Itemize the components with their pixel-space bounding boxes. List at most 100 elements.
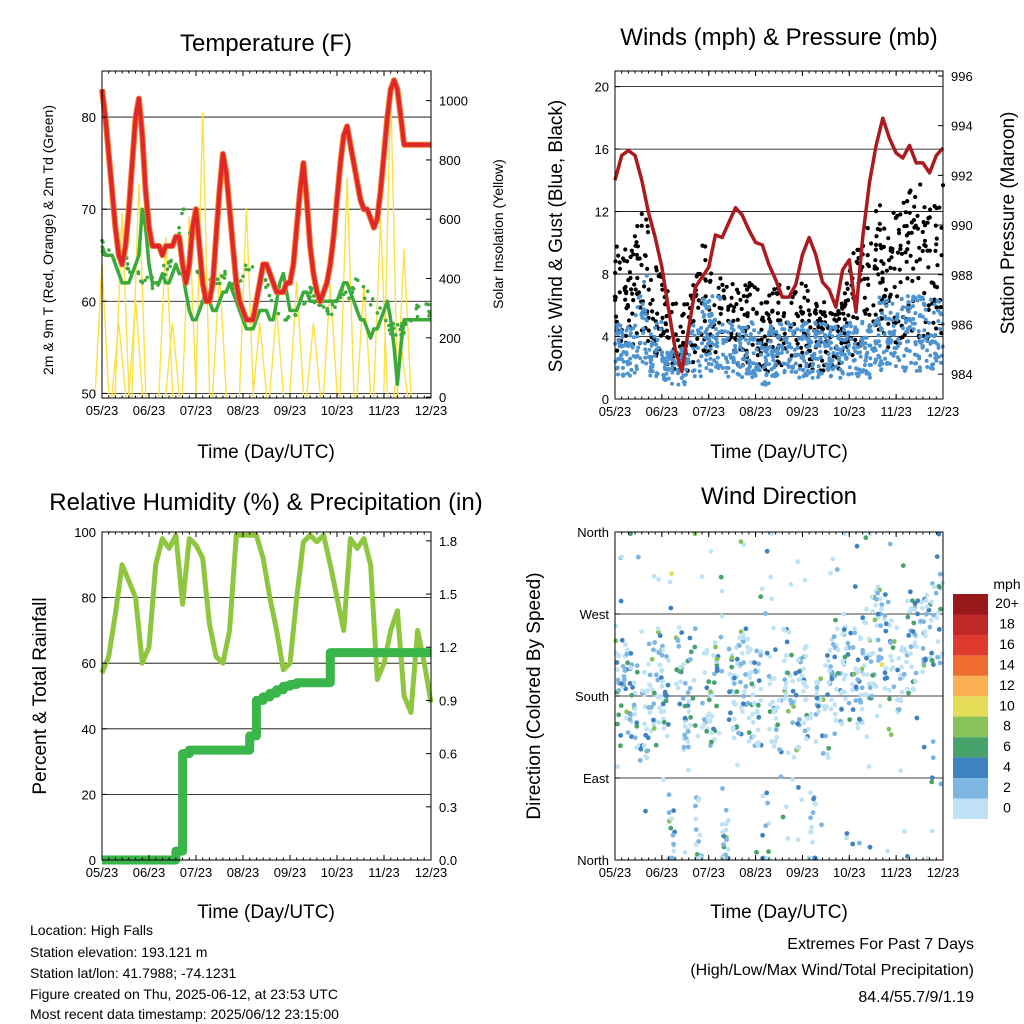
wind-point — [812, 329, 817, 333]
wind-point — [699, 325, 704, 330]
wind-point — [730, 323, 735, 328]
direction-point — [634, 663, 640, 668]
gust-point — [862, 276, 867, 281]
dewpoint-point — [264, 285, 268, 290]
wind-point — [695, 345, 700, 350]
direction-point — [724, 855, 729, 861]
direction-point — [767, 726, 772, 732]
direction-point — [629, 734, 634, 739]
direction-point — [877, 654, 882, 660]
wind-point — [840, 371, 845, 376]
direction-point — [879, 602, 885, 607]
gust-point — [713, 350, 718, 355]
gust-point — [617, 260, 622, 265]
direction-point — [802, 577, 808, 583]
dewpoint-point — [168, 264, 172, 269]
wind-point — [793, 353, 798, 358]
gust-point — [823, 349, 828, 354]
wind-point — [768, 344, 773, 349]
wind-point — [872, 323, 877, 328]
wind-point — [776, 344, 781, 349]
gust-point — [620, 256, 626, 261]
direction-point — [670, 855, 675, 861]
wind-point — [799, 355, 804, 360]
gust-point — [632, 282, 637, 287]
direction-point — [882, 676, 888, 681]
solar-spike — [356, 284, 372, 398]
direction-point — [813, 739, 819, 745]
dewpoint-point — [395, 323, 400, 327]
wind-point — [892, 346, 897, 350]
gust-point — [907, 210, 912, 215]
direction-point — [923, 598, 929, 603]
gust-point — [865, 226, 870, 231]
direction-point — [924, 611, 929, 617]
direction-point — [889, 658, 895, 663]
wind-point — [747, 361, 752, 366]
direction-point — [912, 601, 918, 606]
wind-point — [890, 301, 895, 306]
wind-point — [662, 377, 666, 381]
solar-spike — [339, 177, 355, 398]
wind-point — [750, 371, 755, 376]
temperature-left-axis-label: 2m & 9m T (Red, Orange) & 2m Td (Green) — [40, 105, 56, 375]
direction-point — [825, 755, 831, 761]
direction-point — [643, 732, 649, 738]
direction-point — [915, 611, 920, 617]
gust-point — [631, 298, 636, 303]
wind-point — [841, 338, 846, 343]
wind-point — [655, 338, 660, 342]
gust-point — [840, 306, 845, 311]
direction-point — [750, 692, 756, 698]
direction-point — [720, 829, 725, 835]
legend-label: 10 — [999, 697, 1015, 713]
gust-point — [881, 261, 886, 266]
wind-point — [724, 365, 729, 370]
gust-point — [625, 304, 631, 309]
wind-point — [891, 332, 896, 337]
gust-point — [786, 285, 791, 290]
wind-direction-x-axis-label: Time (Day/UTC) — [710, 902, 848, 923]
gust-point — [623, 297, 628, 302]
gust-point — [617, 290, 622, 295]
gust-point — [689, 343, 694, 348]
direction-point — [747, 671, 753, 677]
direction-point — [700, 700, 705, 706]
gust-point — [729, 295, 734, 300]
direction-point — [852, 630, 858, 636]
gust-point — [913, 223, 918, 228]
wind-point — [860, 319, 865, 324]
direction-point — [709, 730, 715, 736]
gust-point — [645, 266, 650, 271]
gust-point — [837, 311, 842, 316]
gust-point — [863, 311, 868, 316]
gust-point — [745, 314, 750, 319]
direction-point — [839, 689, 845, 695]
wind-point — [922, 303, 927, 308]
direction-point — [652, 640, 658, 645]
wind-point — [810, 364, 815, 369]
direction-point — [712, 737, 718, 742]
wind-point — [849, 371, 854, 376]
wind-point — [851, 358, 856, 363]
direction-point — [790, 678, 795, 684]
direction-point — [643, 754, 649, 759]
wind-point — [708, 340, 713, 345]
y2-tick-label: 1.2 — [439, 640, 457, 655]
gust-point — [730, 282, 735, 287]
station-latlon: Station lat/lon: 41.7988; -74.1231 — [30, 965, 237, 981]
wind-point — [747, 371, 752, 376]
wind-point — [692, 374, 697, 379]
wind-point — [751, 361, 756, 366]
direction-point — [910, 686, 916, 692]
gust-point — [886, 345, 891, 350]
wind-point — [867, 329, 872, 334]
gust-point — [855, 342, 861, 347]
direction-point — [768, 574, 774, 580]
dewpoint-point — [139, 279, 143, 284]
direction-point — [911, 620, 917, 626]
direction-point — [740, 632, 746, 638]
direction-point — [783, 685, 788, 691]
legend-swatch — [953, 757, 988, 779]
dewpoint-point — [238, 279, 243, 283]
